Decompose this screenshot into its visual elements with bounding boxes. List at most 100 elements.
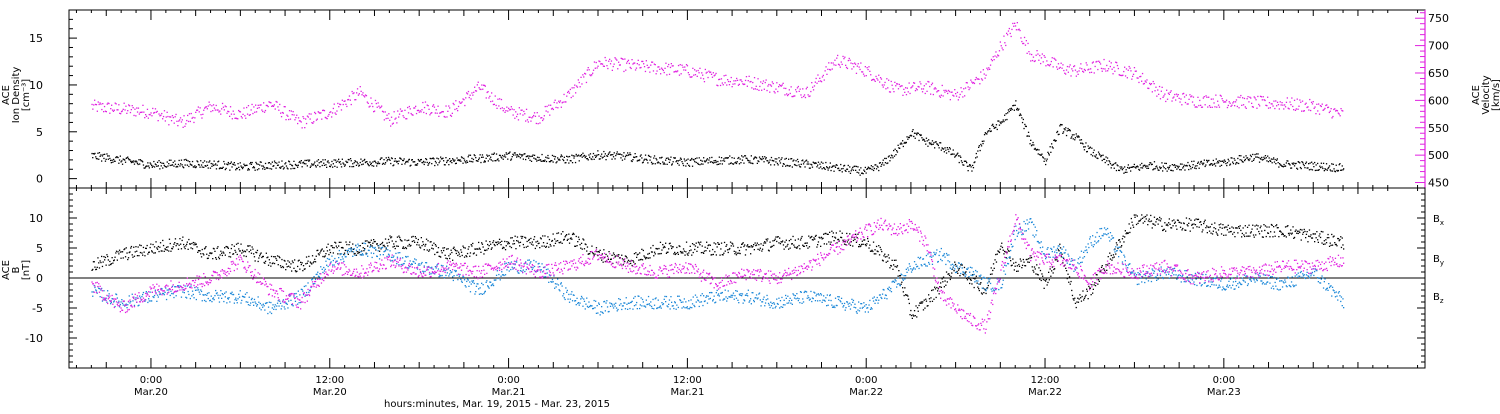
velocity-point — [1282, 105, 1283, 106]
velocity-point — [942, 85, 943, 86]
density-point — [438, 158, 439, 159]
bx-point — [193, 244, 194, 245]
density-point — [1062, 133, 1063, 134]
bx-point — [182, 237, 183, 238]
density-point — [1327, 170, 1328, 171]
bx-point — [323, 251, 324, 252]
bx-point — [1193, 227, 1194, 228]
density-point — [1222, 160, 1223, 161]
density-point — [611, 154, 612, 155]
density-point — [629, 152, 630, 153]
density-point — [265, 163, 266, 164]
density-point — [1004, 115, 1005, 116]
velocity-point — [1261, 96, 1262, 97]
bx-point — [671, 248, 672, 249]
bx-point — [277, 255, 278, 256]
velocity-point — [677, 70, 678, 71]
density-point — [673, 161, 674, 162]
velocity-point — [176, 121, 177, 122]
bx-point — [396, 245, 397, 246]
density-point — [573, 157, 574, 158]
velocity-point — [451, 116, 452, 117]
velocity-point — [721, 78, 722, 79]
density-point — [616, 153, 617, 154]
bx-point — [117, 260, 118, 261]
density-point — [796, 165, 797, 166]
bx-point — [188, 249, 189, 250]
velocity-point — [766, 90, 767, 91]
density-point — [1279, 163, 1280, 164]
bx-point — [684, 251, 685, 252]
density-point — [356, 165, 357, 166]
velocity-point — [628, 60, 629, 61]
bx-point — [1161, 226, 1162, 227]
density-point — [1047, 159, 1048, 160]
velocity-point — [939, 95, 940, 96]
velocity-point — [1086, 62, 1087, 63]
bx-point — [228, 256, 229, 257]
velocity-point — [508, 108, 509, 109]
bx-point — [661, 249, 662, 250]
velocity-point — [1314, 106, 1315, 107]
density-point — [643, 162, 644, 163]
bx-point — [622, 258, 623, 259]
velocity-point — [341, 109, 342, 110]
bx-point — [510, 237, 511, 238]
bx-point — [1059, 244, 1060, 245]
velocity-tick-label: 550 — [1428, 122, 1449, 135]
velocity-point — [173, 117, 174, 118]
bx-point — [329, 249, 330, 250]
density-point — [676, 160, 677, 161]
velocity-point — [761, 90, 762, 91]
density-point — [1252, 154, 1253, 155]
bx-point — [243, 255, 244, 256]
density-point — [1311, 162, 1312, 163]
bx-point — [649, 257, 650, 258]
bx-point — [1253, 234, 1254, 235]
velocity-point — [412, 115, 413, 116]
density-point — [711, 161, 712, 162]
velocity-point — [1268, 108, 1269, 109]
density-point — [224, 163, 225, 164]
bx-point — [120, 258, 121, 259]
density-point — [756, 157, 757, 158]
density-point — [239, 169, 240, 170]
bx-point — [456, 250, 457, 251]
density-point — [588, 154, 589, 155]
bx-point — [1105, 264, 1106, 265]
bx-point — [713, 254, 714, 255]
bx-point — [352, 243, 353, 244]
density-point — [953, 154, 954, 155]
bx-point — [1168, 222, 1169, 223]
velocity-point — [199, 111, 200, 112]
density-tick-label: 0 — [36, 173, 43, 186]
bx-point — [1215, 228, 1216, 229]
bx-point — [858, 246, 859, 247]
velocity-point — [758, 90, 759, 91]
density-point — [102, 155, 103, 156]
bx-point — [749, 246, 750, 247]
bx-point — [645, 258, 646, 259]
velocity-point — [165, 120, 166, 121]
bx-point — [402, 248, 403, 249]
density-point — [598, 154, 599, 155]
velocity-point — [1251, 103, 1252, 104]
density-point — [664, 164, 665, 165]
velocity-point — [369, 106, 370, 107]
velocity-point — [97, 111, 98, 112]
bx-point — [1047, 282, 1048, 283]
bx-point — [761, 250, 762, 251]
velocity-point — [301, 121, 302, 122]
velocity-point — [683, 69, 684, 70]
bx-point — [404, 248, 405, 249]
velocity-point — [492, 101, 493, 102]
velocity-point — [1089, 72, 1090, 73]
density-point — [381, 157, 382, 158]
bx-point — [807, 248, 808, 249]
by-point — [129, 302, 130, 303]
bx-point — [684, 255, 685, 256]
density-point — [323, 163, 324, 164]
velocity-point — [963, 88, 964, 89]
bx-point — [629, 261, 630, 262]
density-point — [1257, 153, 1258, 154]
